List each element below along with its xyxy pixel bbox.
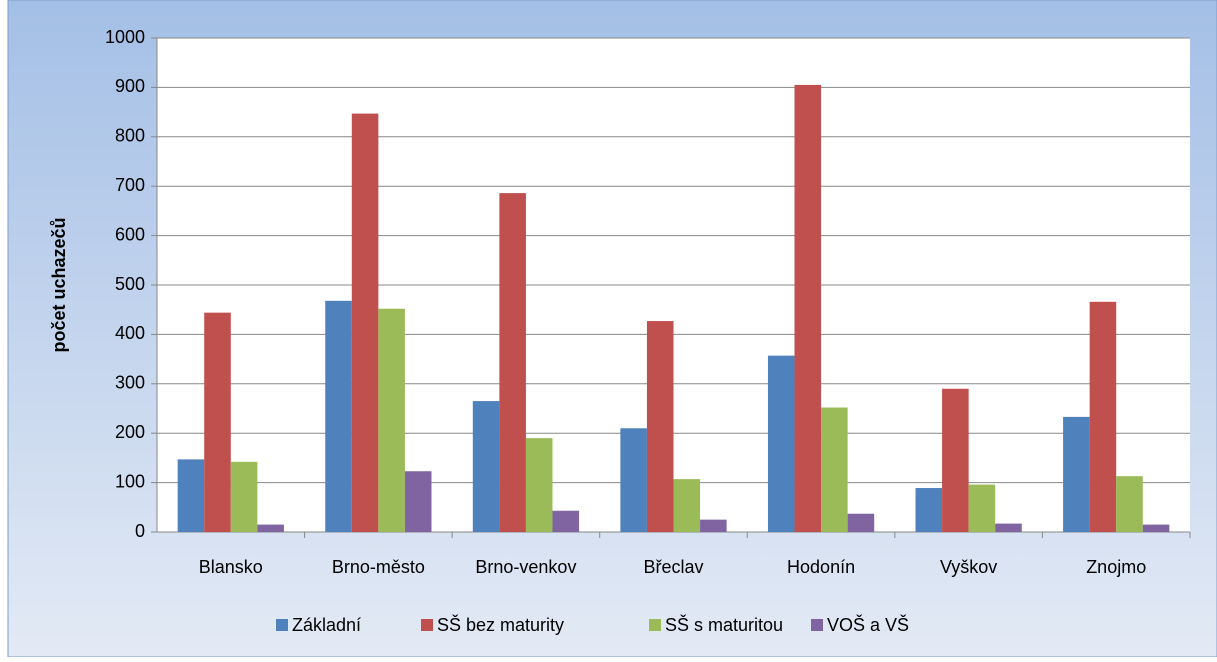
- bar: [230, 461, 258, 532]
- y-tick-label: 300: [115, 373, 145, 393]
- x-tick-label: Brno-město: [332, 557, 425, 577]
- legend-label: VOŠ a VŠ: [827, 614, 909, 635]
- bar: [767, 355, 795, 532]
- y-axis-label: počet uchazečů: [49, 217, 69, 352]
- bar: [700, 519, 727, 532]
- x-tick-label: Vyškov: [940, 557, 997, 577]
- bar: [378, 308, 405, 532]
- bar: [995, 523, 1022, 532]
- bar: [204, 312, 231, 532]
- legend-swatch: [421, 619, 433, 631]
- legend-label: Základní: [292, 615, 361, 635]
- bar: [177, 459, 205, 532]
- bar: [794, 84, 822, 533]
- bar: [915, 488, 943, 532]
- bar: [942, 388, 969, 532]
- bar: [821, 407, 848, 532]
- bar: [525, 438, 553, 532]
- bar: [847, 513, 875, 532]
- bar: [257, 524, 284, 532]
- legend-swatch: [276, 619, 288, 631]
- bar: [620, 428, 647, 532]
- bar: [968, 484, 996, 532]
- bar: [472, 401, 500, 532]
- x-tick-label: Znojmo: [1086, 557, 1146, 577]
- bar: [1142, 524, 1170, 532]
- x-tick-label: Břeclav: [643, 557, 703, 577]
- bar: [552, 510, 580, 532]
- y-tick-label: 500: [115, 274, 145, 294]
- x-tick-label: Hodonín: [787, 557, 855, 577]
- legend-label: SŠ s maturitou: [665, 614, 783, 635]
- y-tick-label: 900: [115, 76, 145, 96]
- y-tick-label: 600: [115, 224, 145, 244]
- legend-swatch: [811, 619, 823, 631]
- y-tick-label: 200: [115, 422, 145, 442]
- bar: [325, 300, 352, 532]
- y-tick-label: 0: [135, 521, 145, 541]
- bar: [1089, 301, 1117, 532]
- bar: [404, 471, 432, 532]
- legend-swatch: [649, 619, 661, 631]
- bar: [351, 113, 379, 532]
- y-tick-label: 1000: [105, 27, 145, 47]
- x-tick-label: Blansko: [199, 557, 263, 577]
- y-tick-label: 700: [115, 175, 145, 195]
- legend-label: SŠ bez maturity: [437, 614, 564, 635]
- bar: [673, 479, 701, 532]
- bar: [1063, 416, 1090, 532]
- y-tick-label: 800: [115, 126, 145, 146]
- bar: [646, 321, 674, 532]
- bar: [1116, 476, 1143, 532]
- y-tick-label: 400: [115, 323, 145, 343]
- x-tick-label: Brno-venkov: [475, 557, 576, 577]
- y-tick-label: 100: [115, 471, 145, 491]
- bar: [499, 193, 526, 532]
